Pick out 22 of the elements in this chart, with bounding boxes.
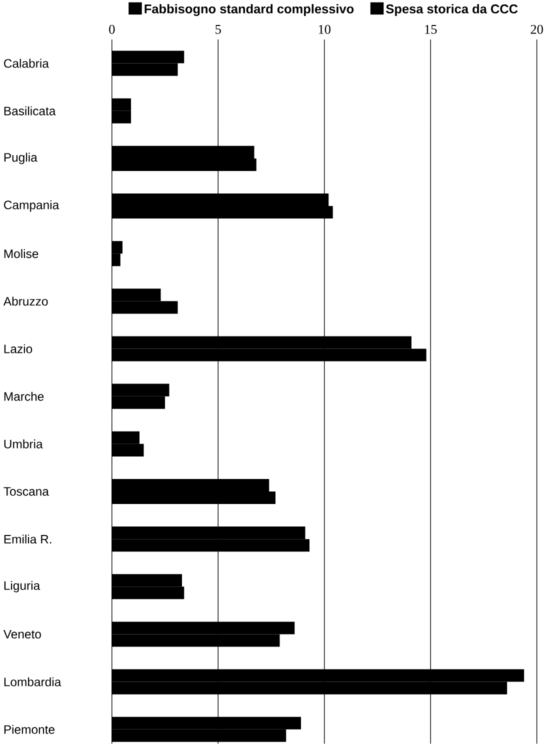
y-tick-label: Lazio (4, 344, 32, 354)
y-tick-label: Lombardia (4, 677, 62, 686)
legend-label: Fabbisogno standard complessivo (144, 4, 354, 16)
y-tick-label: Emilia R. (4, 534, 52, 544)
y-tick-label: Piemonte (4, 724, 55, 734)
y-tick-label: Umbria (4, 439, 43, 448)
y-tick-label: Veneto (4, 630, 42, 638)
y-tick-label: Puglia (4, 152, 38, 164)
x-tick-label: 15 (425, 24, 437, 34)
x-tick-label: 10 (318, 24, 331, 34)
x-tick-label: 0 (109, 24, 115, 34)
y-tick-label: Calabria (4, 58, 49, 68)
y-tick-label: Molise (4, 249, 38, 258)
x-tick-label: 5 (216, 25, 221, 34)
x-tick-label: 20 (530, 24, 544, 34)
y-tick-label: Marche (4, 392, 44, 401)
y-tick-label: Basilicata (4, 106, 56, 116)
y-tick-label: Liguria (4, 580, 40, 592)
y-tick-label: Campania (4, 200, 60, 212)
legend-label: Spesa storica da CCC (386, 4, 518, 16)
y-tick-label: Abruzzo (3, 296, 48, 306)
y-tick-label: Toscana (4, 487, 50, 496)
